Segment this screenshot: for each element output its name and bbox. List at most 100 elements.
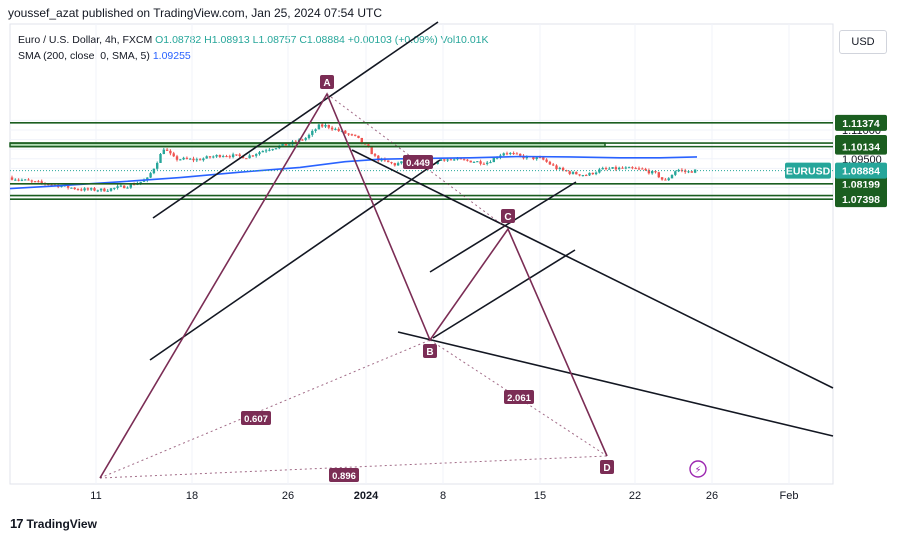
- level-price-label: 1.11374: [842, 118, 880, 130]
- candle-body: [116, 186, 119, 188]
- candle-body: [235, 154, 238, 156]
- candle-body: [307, 134, 311, 139]
- harmonic-point-marker: [423, 344, 437, 358]
- candle-body: [462, 159, 466, 161]
- currency-button[interactable]: USD: [839, 30, 887, 54]
- legend-sma-row: SMA (200, close, 0, SMA, 5) 1.09255: [18, 48, 489, 64]
- tradingview-footer: 17 TradingView: [10, 516, 97, 531]
- candle-body: [350, 134, 354, 136]
- candle-body: [83, 188, 86, 191]
- candle-body: [195, 159, 198, 161]
- candle-body: [50, 184, 53, 186]
- candle-body: [159, 153, 162, 163]
- candle-body: [621, 167, 624, 169]
- candle-body: [86, 188, 90, 190]
- candle-body: [459, 158, 462, 160]
- ratio-badge: [241, 411, 271, 425]
- last-price-box: [835, 162, 887, 179]
- candle-body: [624, 167, 627, 169]
- candle-body: [27, 179, 30, 181]
- x-tick-label: 15: [534, 490, 546, 502]
- trend-line: [397, 331, 834, 437]
- candle-body: [654, 171, 657, 173]
- candle-body: [156, 162, 159, 169]
- candle-body: [578, 174, 581, 176]
- candle-body: [542, 157, 545, 160]
- candle-body: [627, 167, 631, 169]
- candle-body: [142, 180, 146, 182]
- candles: [10, 122, 697, 193]
- candle-body: [575, 172, 578, 175]
- x-tick-label: 26: [706, 490, 718, 502]
- candle-body: [261, 151, 264, 153]
- candle-body: [208, 156, 212, 158]
- candle-body: [657, 172, 660, 178]
- candle-body: [637, 168, 641, 170]
- harmonic-point-label: A: [323, 78, 330, 89]
- candle-body: [80, 189, 83, 191]
- candle-body: [90, 188, 93, 190]
- candle-body: [515, 153, 519, 155]
- trend-line: [432, 249, 576, 339]
- candle-body: [476, 161, 479, 163]
- candle-body: [664, 179, 667, 181]
- candle-body: [222, 156, 225, 158]
- candle-body: [545, 159, 548, 162]
- candle-body: [106, 190, 109, 192]
- candle-body: [185, 157, 189, 159]
- candle-body: [558, 167, 561, 170]
- harmonic-point-marker: [320, 75, 334, 89]
- legend-sma-label[interactable]: SMA (200, close, 0, SMA, 5): [18, 50, 150, 62]
- candle-body: [568, 171, 571, 174]
- candle-body: [60, 186, 63, 188]
- candle-body: [330, 127, 334, 130]
- legend-ohlc: O1.08782 H1.08913 L1.08757 C1.08884 +0.0…: [155, 34, 489, 46]
- candle-body: [492, 157, 495, 163]
- candle-body: [321, 124, 324, 127]
- candle-body: [179, 159, 182, 161]
- candle-body: [149, 173, 152, 178]
- candle-body: [393, 163, 396, 166]
- candle-body: [162, 149, 165, 154]
- candle-body: [245, 158, 248, 160]
- candle-body: [225, 156, 228, 158]
- candle-body: [548, 161, 552, 165]
- candle-body: [618, 167, 621, 170]
- sma-line: [9, 155, 698, 190]
- trend-line: [351, 149, 834, 389]
- candle-body: [552, 164, 555, 166]
- candle-body: [238, 154, 241, 156]
- candle-body: [123, 185, 126, 189]
- candle-body: [505, 153, 509, 155]
- candle-body: [641, 168, 644, 170]
- ratio-badge: [403, 155, 433, 169]
- legend-symbol[interactable]: Euro / U.S. Dollar, 4h, FXCM: [18, 34, 153, 46]
- harmonic-point-marker: [501, 209, 515, 223]
- candle-body: [268, 149, 271, 151]
- symbol-tag-label: EURUSD: [786, 166, 831, 178]
- candle-body: [126, 187, 129, 189]
- candle-body: [274, 148, 278, 150]
- candle-body: [611, 167, 614, 169]
- candle-body: [555, 165, 558, 170]
- last-price-label: 1.08884: [842, 166, 880, 178]
- candle-body: [132, 184, 136, 186]
- level-price-label: 1.10134: [842, 142, 880, 154]
- candle-body: [146, 177, 149, 181]
- candle-body: [687, 171, 690, 173]
- trend-line: [152, 21, 439, 219]
- candle-body: [693, 169, 697, 173]
- candle-body: [651, 171, 654, 174]
- candle-body: [396, 163, 400, 166]
- candle-body: [324, 125, 327, 127]
- candle-body: [99, 188, 103, 191]
- candle-body: [532, 156, 535, 160]
- candle-body: [10, 177, 14, 180]
- x-tick-label: 18: [186, 490, 198, 502]
- candle-body: [519, 153, 522, 156]
- candle-body: [192, 158, 195, 161]
- candle-body: [502, 153, 505, 156]
- candle-body: [660, 177, 664, 180]
- candle-body: [33, 181, 37, 183]
